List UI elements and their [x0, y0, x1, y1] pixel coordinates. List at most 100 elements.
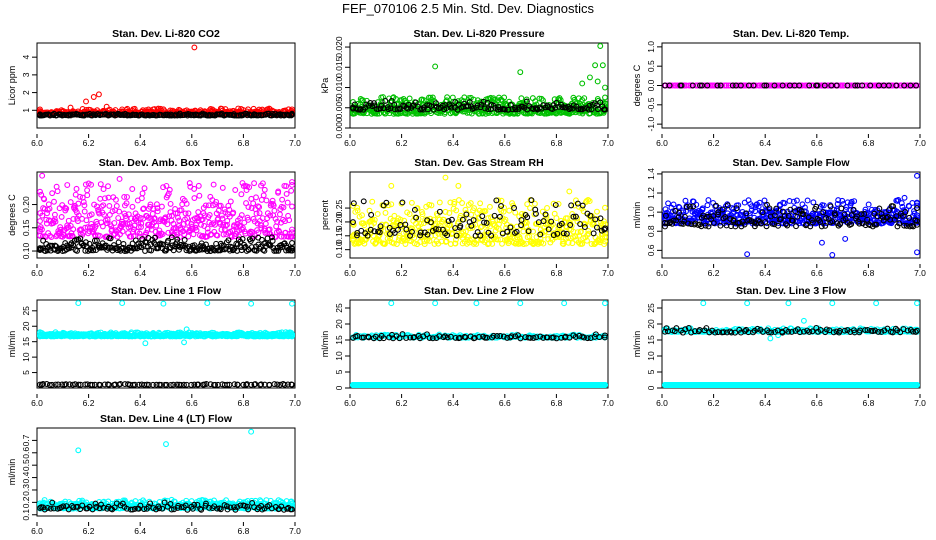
x-tick-label: 6.6 — [499, 398, 511, 408]
data-point — [590, 230, 597, 237]
data-point — [682, 197, 689, 204]
data-point — [167, 200, 174, 207]
data-point — [284, 199, 291, 206]
y-tick-label: 0 — [334, 385, 344, 390]
data-point — [129, 203, 136, 210]
y-tick-label: 10 — [21, 352, 31, 362]
data-point — [65, 217, 72, 224]
y-tick-label: 0.010 — [334, 77, 344, 99]
y-tick-label: 0.020 — [334, 36, 344, 58]
x-tick-label: 7.0 — [602, 398, 614, 408]
data-point — [586, 74, 593, 81]
data-point — [95, 91, 102, 98]
x-tick-label: 6.4 — [447, 138, 459, 148]
plot-frame — [36, 42, 296, 129]
data-point — [594, 208, 600, 215]
scatter-panel-4: Stan. Dev. Amb. Box Temp.degrees C6.0 6.2… — [7, 157, 301, 278]
y-tick-label: 0.15 — [21, 219, 31, 236]
y-tick-label: 0.000 — [334, 117, 344, 139]
data-point — [97, 111, 104, 118]
data-point — [116, 176, 123, 182]
data-point — [549, 106, 556, 113]
data-point — [568, 202, 575, 209]
data-point — [51, 198, 57, 205]
data-point — [523, 96, 530, 103]
data-point — [594, 106, 601, 113]
data-point — [669, 82, 675, 89]
data-point — [829, 252, 836, 258]
data-point — [597, 43, 604, 49]
y-tick-label: 0.0 — [646, 79, 656, 91]
data-point — [717, 222, 724, 229]
data-point — [901, 194, 908, 201]
data-point — [544, 205, 550, 211]
y-tick-label: 1 — [21, 108, 31, 113]
data-point — [723, 82, 730, 89]
x-tick-label: 6.8 — [237, 268, 249, 278]
data-point — [106, 202, 113, 209]
data-point — [37, 188, 43, 195]
x-tick-label: 6.2 — [396, 268, 408, 278]
data-point — [566, 106, 573, 113]
panel-title: Stan. Dev. Sample Flow — [732, 157, 850, 169]
data-point — [181, 237, 188, 243]
x-tick-label: 6.6 — [499, 138, 511, 148]
data-point — [432, 300, 439, 307]
page-title: FEF_070106 2.5 Min. Std. Dev. Diagnostic… — [342, 1, 594, 16]
data-point — [371, 100, 377, 107]
data-point — [442, 174, 449, 181]
data-point — [64, 182, 71, 188]
data-point — [388, 182, 395, 189]
data-point — [81, 208, 88, 215]
data-point — [478, 98, 485, 105]
y-tick-label: 0.25 — [334, 200, 344, 217]
x-tick-label: 6.2 — [83, 138, 95, 148]
data-point — [433, 100, 439, 107]
data-point — [594, 102, 601, 109]
x-tick-label: 6.2 — [83, 268, 95, 278]
data-point — [382, 97, 389, 104]
x-tick-label: 6.2 — [396, 138, 408, 148]
data-point — [256, 210, 263, 217]
data-point — [261, 186, 268, 193]
data-point — [455, 182, 462, 189]
x-tick-label: 6.4 — [447, 398, 459, 408]
data-point — [81, 202, 88, 209]
plot-frame — [349, 42, 609, 129]
y-tick-label: 25 — [21, 306, 31, 316]
data-point — [377, 105, 384, 112]
y-tick-label: 1.0 — [646, 206, 656, 218]
plot-frame — [349, 299, 609, 389]
data-point — [83, 217, 90, 224]
panel-title: Stan. Dev. Line 1 Flow — [111, 285, 222, 297]
x-tick-label: 6.0 — [31, 398, 43, 408]
x-tick-label: 6.0 — [31, 138, 43, 148]
data-point — [585, 106, 592, 113]
data-point — [191, 185, 198, 192]
data-point — [232, 187, 239, 193]
y-tick-label: 15 — [334, 335, 344, 345]
data-point — [485, 106, 492, 113]
x-tick-label: 6.8 — [862, 138, 874, 148]
data-point — [705, 197, 712, 204]
data-point — [181, 339, 188, 346]
data-point — [561, 300, 568, 307]
data-point — [210, 181, 217, 188]
data-point — [235, 105, 242, 112]
x-tick-label: 7.0 — [914, 268, 926, 278]
data-point — [100, 202, 107, 209]
y-tick-label: 1.4 — [646, 168, 656, 180]
data-point — [594, 78, 601, 85]
data-point — [704, 202, 711, 209]
y-tick-label: 1.2 — [646, 187, 656, 199]
y-axis-label: kPa — [320, 78, 330, 94]
y-tick-label: -1.0 — [646, 117, 656, 132]
x-tick-label: 6.6 — [186, 138, 198, 148]
panel-title: Stan. Dev. Li-820 Pressure — [413, 28, 544, 40]
y-axis-label: ml/min — [320, 331, 330, 358]
data-point — [518, 95, 525, 102]
x-tick-label: 6.2 — [83, 398, 95, 408]
